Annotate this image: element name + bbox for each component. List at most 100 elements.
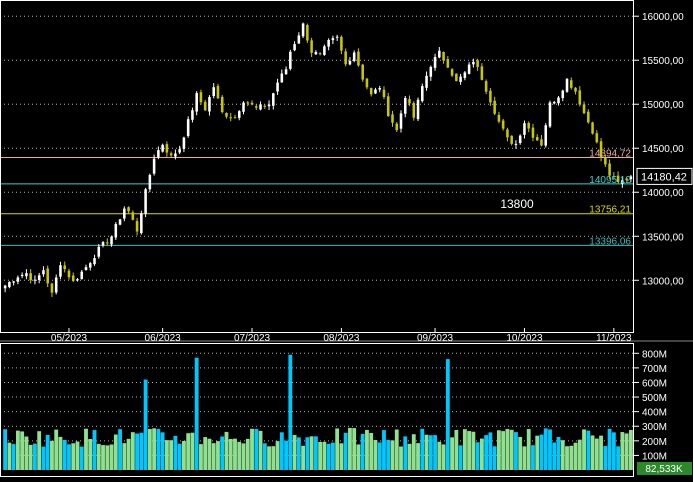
volume-bar bbox=[424, 434, 429, 470]
volume-bar bbox=[254, 428, 259, 470]
candle-body bbox=[12, 281, 15, 283]
volume-bar bbox=[130, 432, 135, 470]
volume-bar bbox=[194, 357, 199, 470]
candle-body bbox=[455, 73, 458, 81]
candle-body bbox=[365, 78, 369, 88]
volume-bar bbox=[411, 434, 416, 470]
volume-bar bbox=[394, 429, 399, 470]
volume-bar bbox=[531, 445, 535, 470]
candle-body bbox=[446, 59, 450, 68]
volume-bar bbox=[126, 438, 131, 470]
candle-body bbox=[472, 61, 475, 65]
volume-bar bbox=[565, 446, 569, 470]
candle-body bbox=[421, 86, 424, 102]
candle-body bbox=[144, 189, 147, 214]
candle-body bbox=[306, 25, 309, 41]
volume-bar bbox=[514, 432, 518, 470]
volume-bar bbox=[279, 432, 284, 470]
volume-bar bbox=[505, 428, 510, 470]
volume-bar bbox=[535, 435, 540, 470]
level-label: 14394,72 bbox=[589, 149, 631, 160]
volume-bar bbox=[330, 442, 335, 470]
volume-bar bbox=[616, 446, 621, 470]
candle-body bbox=[352, 52, 356, 61]
x-tick-label: 05/2023 bbox=[51, 333, 88, 344]
candle-body bbox=[463, 72, 467, 78]
price-annotation: 13800 bbox=[500, 197, 534, 211]
last-volume-label: 82,533K bbox=[645, 464, 683, 475]
level-label: 13396,06 bbox=[589, 236, 631, 247]
candle-body bbox=[527, 122, 530, 129]
volume-bar bbox=[62, 440, 67, 470]
volume-tick-label: 300M bbox=[642, 422, 667, 433]
candle-body bbox=[293, 44, 296, 51]
volume-bar bbox=[420, 428, 425, 470]
candle-body bbox=[255, 106, 258, 108]
volume-bar bbox=[620, 432, 625, 470]
volume-bar bbox=[552, 442, 557, 470]
volume-bar bbox=[71, 443, 76, 470]
volume-bar bbox=[445, 359, 450, 470]
candle-body bbox=[25, 273, 28, 277]
candles bbox=[3, 22, 633, 297]
candle-body bbox=[37, 275, 41, 280]
volume-bar bbox=[356, 444, 361, 470]
candle-body bbox=[246, 102, 250, 104]
volume-bar bbox=[54, 429, 59, 470]
volume-bar bbox=[156, 429, 161, 470]
candle-body bbox=[386, 96, 390, 117]
candle-body bbox=[118, 219, 122, 225]
volume-bar bbox=[467, 431, 472, 470]
candle-body bbox=[327, 39, 330, 47]
candle-body bbox=[237, 111, 241, 118]
volume-bar bbox=[403, 436, 408, 470]
candle-body bbox=[484, 81, 488, 92]
volume-bar bbox=[428, 435, 433, 470]
candle-body bbox=[335, 36, 339, 38]
candle-body bbox=[148, 174, 152, 190]
volume-bar bbox=[186, 433, 191, 470]
candle-body bbox=[591, 122, 594, 134]
candle-body bbox=[276, 82, 279, 92]
candle-body bbox=[80, 271, 84, 280]
volume-bar bbox=[143, 379, 148, 470]
candle-body bbox=[561, 90, 565, 99]
volume-bar bbox=[501, 431, 506, 470]
candle-body bbox=[29, 273, 32, 281]
volume-bar bbox=[113, 434, 118, 470]
volume-bar bbox=[262, 443, 267, 470]
candle-body bbox=[518, 135, 522, 143]
volume-bar bbox=[590, 435, 595, 470]
last-volume-box bbox=[637, 462, 692, 475]
candle-body bbox=[531, 127, 535, 138]
volume-bar bbox=[582, 429, 586, 470]
volume-bar bbox=[305, 437, 310, 470]
volume-bar bbox=[224, 431, 229, 470]
volume-bar bbox=[343, 432, 348, 470]
volume-bar bbox=[199, 444, 203, 470]
candle-body bbox=[178, 149, 181, 153]
volume-bar bbox=[45, 434, 50, 470]
volume-bar bbox=[548, 429, 552, 470]
volume-bar bbox=[539, 434, 544, 470]
candle-body bbox=[629, 176, 633, 180]
volume-bar bbox=[569, 445, 574, 470]
price-tick-label: 15000,00 bbox=[642, 100, 684, 111]
candle-body bbox=[71, 275, 75, 281]
candle-body bbox=[506, 129, 509, 138]
candle-body bbox=[263, 105, 267, 107]
volume-bar bbox=[216, 441, 220, 470]
volume-bar bbox=[360, 433, 365, 470]
volume-bar bbox=[15, 430, 20, 470]
candle-body bbox=[344, 51, 347, 65]
volume-bar bbox=[109, 444, 114, 470]
volume-bar bbox=[382, 430, 386, 470]
candle-body bbox=[399, 113, 403, 129]
candle-body bbox=[186, 119, 190, 136]
level-label: 14095,12 bbox=[589, 175, 631, 186]
candle-body bbox=[93, 258, 96, 265]
volume-bar bbox=[611, 432, 616, 470]
volume-bar bbox=[88, 439, 93, 470]
candle-body bbox=[612, 176, 616, 178]
candle-body bbox=[152, 158, 156, 174]
